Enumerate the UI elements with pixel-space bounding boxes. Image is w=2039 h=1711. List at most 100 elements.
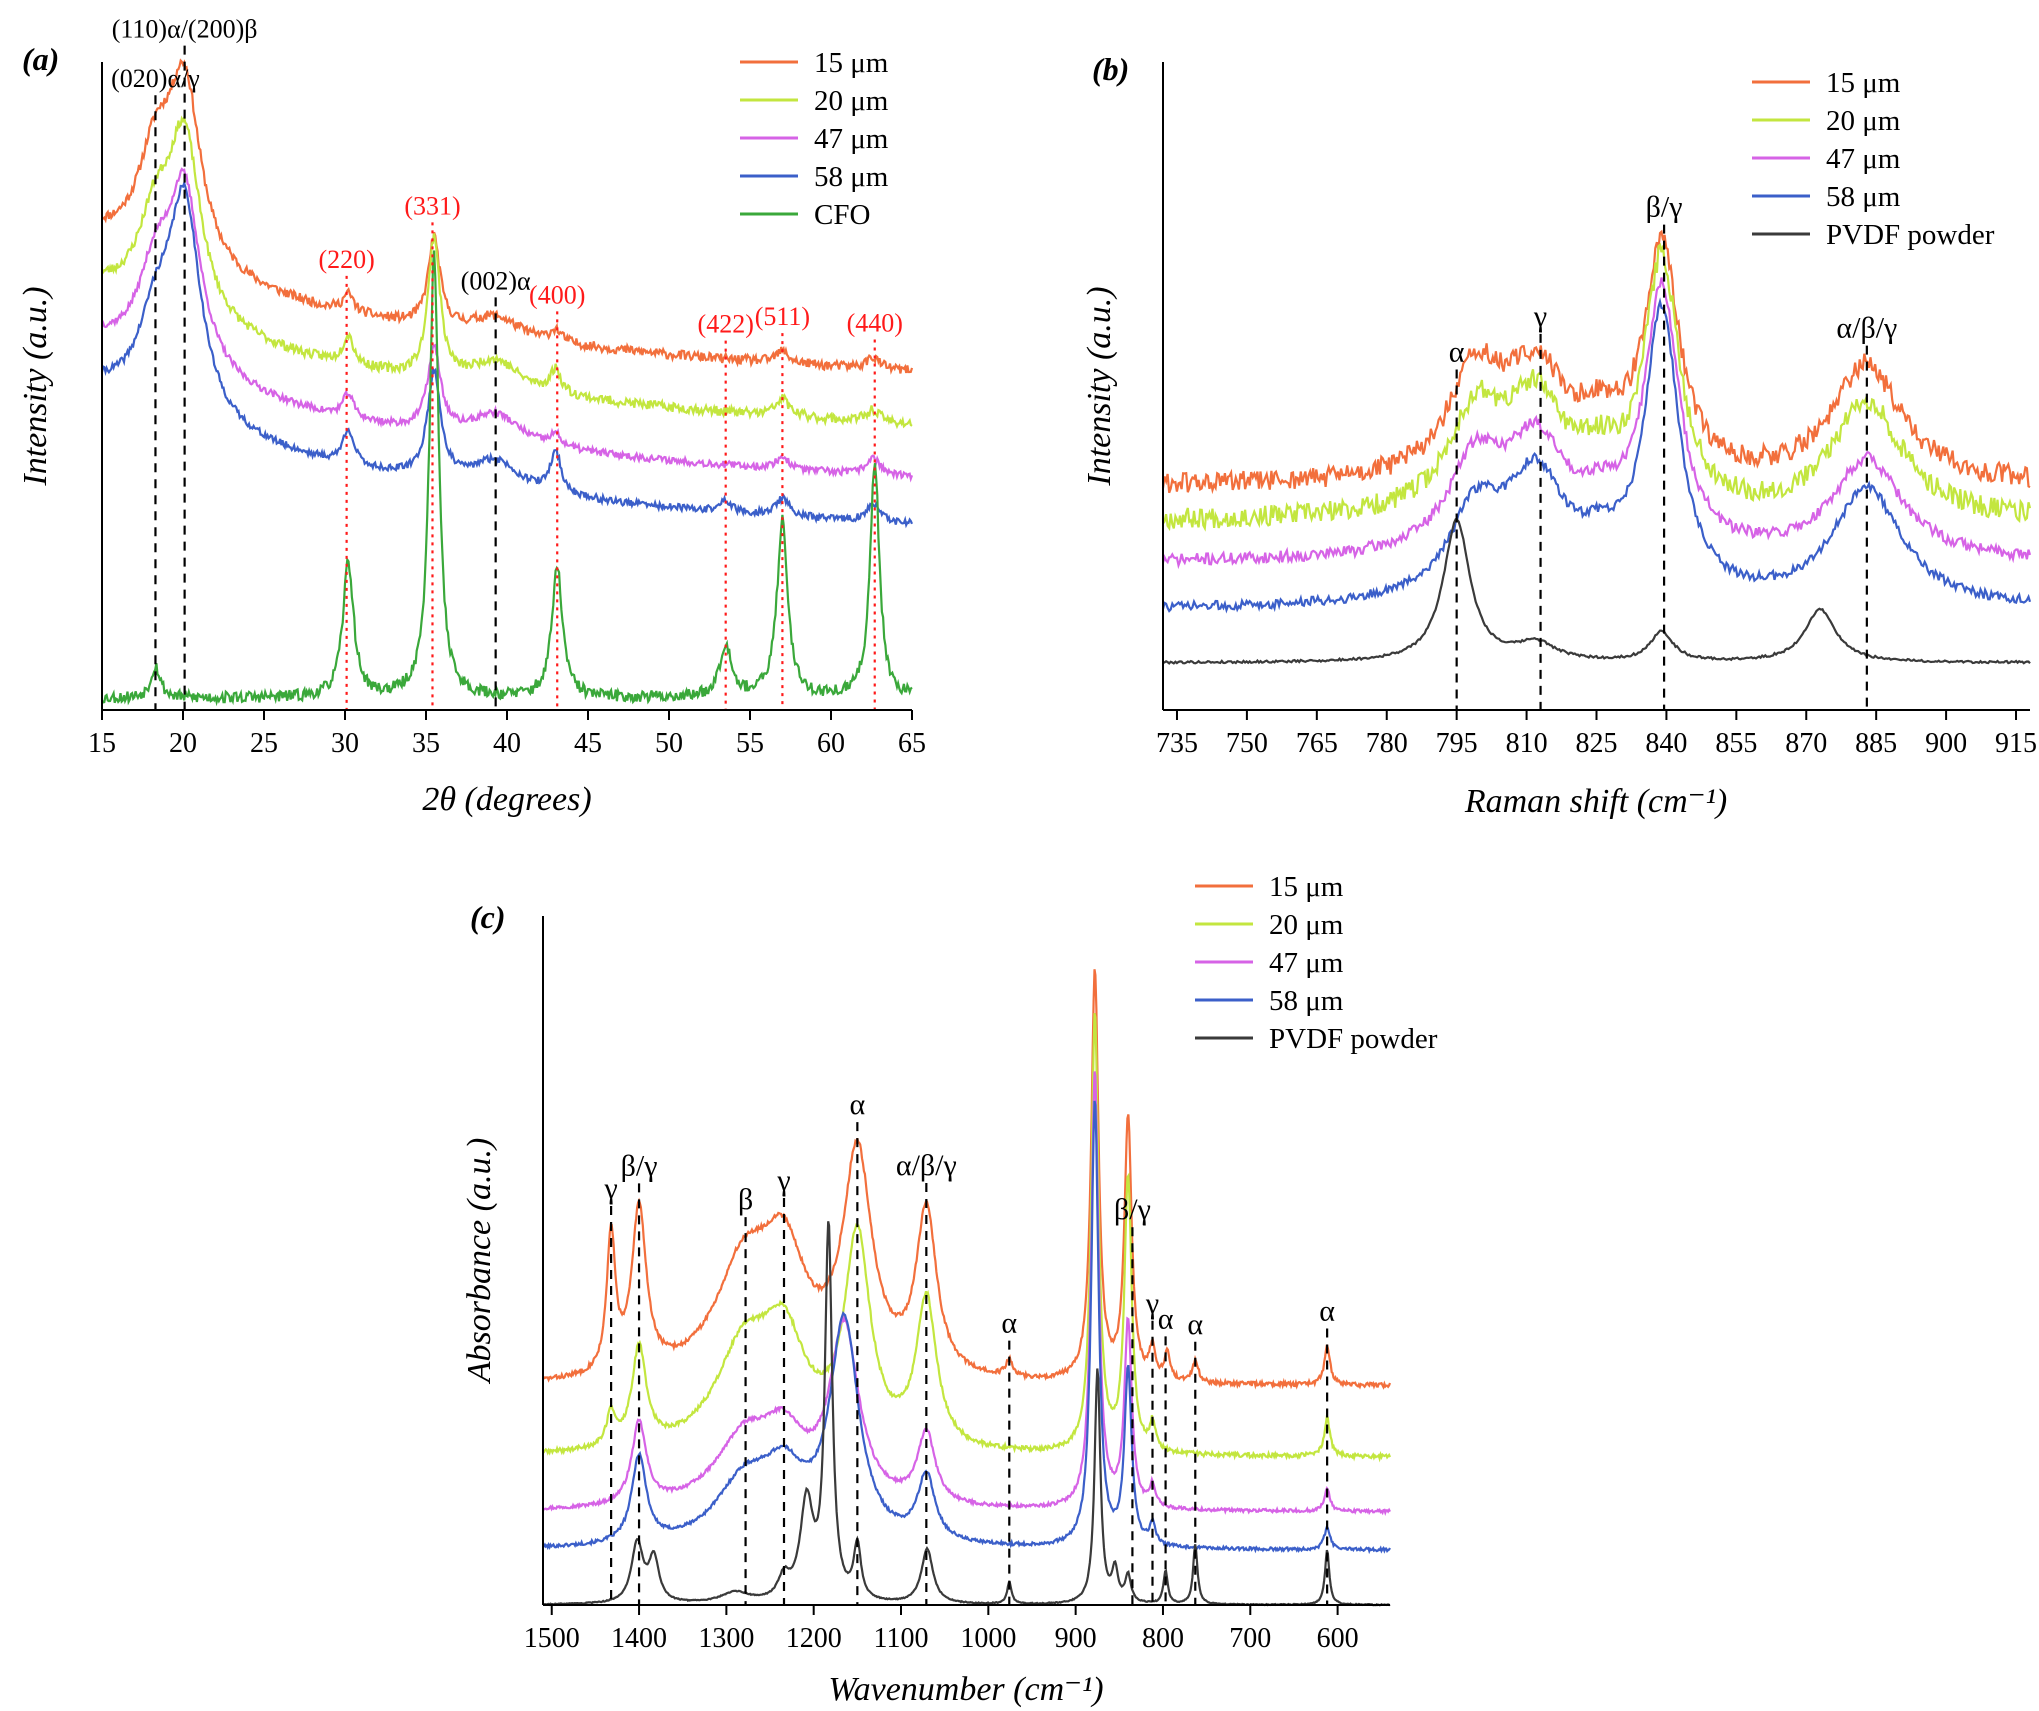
panel-a-legend-label-2: 47 μm bbox=[814, 123, 889, 155]
panel-c-legend-label-0: 15 μm bbox=[1269, 871, 1344, 903]
panel-c-legend: 15 μm 20 μm 47 μm 58 μm PVDF powder bbox=[1195, 871, 1438, 1055]
panel-a-tick-label-0: 15 bbox=[88, 728, 116, 759]
panel-a-marks: (020)α/γ (110)α/(200)β (220) (331) (002)α(40… bbox=[102, 15, 912, 710]
panel-b-tick-label-11: 900 bbox=[1925, 728, 1967, 759]
figure-svg: (020)α/γ (110)α/(200)β (220) (331) (002)α(40… bbox=[0, 0, 2039, 1711]
panel-b-tick-label-0: 735 bbox=[1156, 728, 1198, 759]
panel-b-tick-label-3: 780 bbox=[1366, 728, 1408, 759]
panel-c-series-2 bbox=[543, 1072, 1390, 1513]
panel-b-annotation-label-1: γ bbox=[1533, 300, 1547, 333]
panel-c-series-1 bbox=[543, 1013, 1390, 1458]
panel-b-label: (b) bbox=[1092, 51, 1129, 87]
panel-c-annotation-label-9: α bbox=[1158, 1302, 1174, 1335]
panel-b-ticks: 735 750 765 780 795 810 825 840 855 870 885 900 915 bbox=[1156, 710, 2037, 759]
panel-b-legend-label-2: 47 μm bbox=[1826, 143, 1901, 175]
panel-a-tick-label-7: 50 bbox=[655, 728, 683, 759]
panel-a-tick-label-6: 45 bbox=[574, 728, 602, 759]
panel-a-annotation-label-5: (400) bbox=[529, 280, 585, 309]
panel-b-tick-label-4: 795 bbox=[1436, 728, 1478, 759]
panel-c-series-3 bbox=[543, 1101, 1390, 1551]
figure-canvas: (020)α/γ (110)α/(200)β (220) (331) (002)α (40… bbox=[0, 0, 2039, 1711]
panel-c-tick-label-2: 1300 bbox=[698, 1623, 754, 1654]
panel-b-y-label: Intensity (a.u.) bbox=[1081, 286, 1118, 486]
panel-b-marks: α γ β/γ α/β/γ bbox=[1163, 191, 2030, 710]
panel-a-label: (a) bbox=[22, 41, 59, 77]
panel-b-tick-label-5: 810 bbox=[1506, 728, 1548, 759]
panel-c-annotation-label-1: β/γ bbox=[621, 1149, 658, 1182]
panel-c-tick-label-9: 600 bbox=[1317, 1623, 1359, 1654]
panel-c-tick-label-1: 1400 bbox=[611, 1623, 667, 1654]
panel-c-label: (c) bbox=[470, 899, 506, 935]
panel-c-annotation-label-10: α bbox=[1187, 1308, 1203, 1341]
panel-c-legend-label-1: 20 μm bbox=[1269, 909, 1344, 941]
panel-a-annotation-label-3: (331) bbox=[404, 191, 460, 220]
panel-c-annotation-label-5: α/β/γ bbox=[896, 1149, 957, 1182]
panel-a-tick-label-3: 30 bbox=[331, 728, 359, 759]
panel-b-tick-label-7: 840 bbox=[1645, 728, 1687, 759]
panel-c-tick-label-7: 800 bbox=[1142, 1623, 1184, 1654]
panel-a-x-label: 2θ (degrees) bbox=[422, 781, 591, 818]
panel-a-legend: 15 μm 20 μm 47 μm 58 μm CFO bbox=[740, 47, 889, 231]
panel-c-ticks: 1500 1400 1300 1200 1100 1000 900 800 700 600 bbox=[524, 1605, 1359, 1654]
panel-a-series-3 bbox=[102, 183, 912, 525]
panel-a-annotation-label-0: (020)α/γ bbox=[111, 64, 200, 93]
panel-c-tick-label-0: 1500 bbox=[524, 1623, 580, 1654]
panel-b-legend-label-0: 15 μm bbox=[1826, 67, 1901, 99]
panel-a-legend-label-4: CFO bbox=[814, 199, 870, 231]
panel-c-tick-label-5: 1000 bbox=[960, 1623, 1016, 1654]
panel-a-annotation-label-6: (422) bbox=[698, 310, 754, 339]
panel-a-legend-label-0: 15 μm bbox=[814, 47, 889, 79]
panel-b-tick-label-9: 870 bbox=[1785, 728, 1827, 759]
panel-b-tick-label-1: 750 bbox=[1226, 728, 1268, 759]
panel-a-tick-label-4: 35 bbox=[412, 728, 440, 759]
panel-c-tick-label-4: 1100 bbox=[874, 1623, 929, 1654]
panel-a-annotation-label-8: (440) bbox=[847, 308, 903, 337]
panel-b-series-3 bbox=[1163, 302, 2030, 611]
panel-a-tick-label-1: 20 bbox=[169, 728, 197, 759]
panel-b-tick-label-10: 885 bbox=[1855, 728, 1897, 759]
panel-a-y-label: Intensity (a.u.) bbox=[17, 286, 54, 486]
panel-a-annotation-label-4: (002)α bbox=[461, 266, 531, 295]
panel-a-legend-label-1: 20 μm bbox=[814, 85, 889, 117]
panel-b-annotation-label-2: β/γ bbox=[1646, 191, 1683, 224]
panel-b-tick-label-12: 915 bbox=[1995, 728, 2037, 759]
panel-c-legend-label-4: PVDF powder bbox=[1269, 1023, 1438, 1055]
panel-b-annotation-label-3: α/β/γ bbox=[1836, 312, 1897, 345]
panel-b-series-4 bbox=[1163, 519, 2030, 663]
panel-b-legend-label-1: 20 μm bbox=[1826, 105, 1901, 137]
panel-a-tick-label-2: 25 bbox=[250, 728, 278, 759]
panel-b: α γ β/γ α/β/γ 735 750 765 780 795 810 825 840 855 87… bbox=[1081, 51, 2037, 820]
panel-c-series-4 bbox=[543, 1221, 1390, 1605]
panel-a-tick-label-8: 55 bbox=[736, 728, 764, 759]
panel-a-ticks: 15 20 25 30 35 40 45 50 55 60 65 bbox=[88, 710, 926, 759]
panel-c-x-label: Wavenumber (cm⁻¹) bbox=[828, 1671, 1103, 1708]
panel-c-annotation-label-0: γ bbox=[603, 1172, 617, 1205]
panel-c-annotation-label-2: β bbox=[738, 1183, 753, 1216]
panel-c-tick-label-6: 900 bbox=[1055, 1623, 1097, 1654]
panel-b-legend-label-4: PVDF powder bbox=[1826, 219, 1995, 251]
panel-c-annotation-label-7: β/γ bbox=[1114, 1193, 1151, 1226]
panel-b-tick-label-6: 825 bbox=[1576, 728, 1618, 759]
panel-a-annotation-label-2: (220) bbox=[318, 245, 374, 274]
panel-c-legend-label-2: 47 μm bbox=[1269, 947, 1344, 979]
panel-c-annotation-label-3: γ bbox=[776, 1164, 790, 1197]
panel-a: (020)α/γ (110)α/(200)β (220) (331) (002)α(40… bbox=[17, 15, 926, 818]
panel-c-legend-label-3: 58 μm bbox=[1269, 985, 1344, 1017]
panel-b-annotation-label-0: α bbox=[1449, 335, 1465, 368]
panel-c-annotation-label-6: α bbox=[1001, 1307, 1017, 1340]
panel-b-legend: 15 μm 20 μm 47 μm 58 μm PVDF powder bbox=[1752, 67, 1995, 251]
panel-b-tick-label-2: 765 bbox=[1296, 728, 1338, 759]
panel-c-annotation-label-11: α bbox=[1319, 1295, 1335, 1328]
panel-a-annotation-label-1: (110)α/(200)β bbox=[112, 15, 258, 44]
panel-c-annotation-label-4: α bbox=[849, 1088, 865, 1121]
panel-b-legend-label-3: 58 μm bbox=[1826, 181, 1901, 213]
panel-c-y-label: Absorbance (a.u.) bbox=[461, 1138, 498, 1385]
panel-a-legend-label-3: 58 μm bbox=[814, 161, 889, 193]
panel-c-tick-label-3: 1200 bbox=[786, 1623, 842, 1654]
panel-b-x-label: Raman shift (cm⁻¹) bbox=[1464, 783, 1727, 820]
panel-c-series-0 bbox=[543, 969, 1390, 1387]
panel-a-tick-label-5: 40 bbox=[493, 728, 521, 759]
panel-b-tick-label-8: 855 bbox=[1715, 728, 1757, 759]
